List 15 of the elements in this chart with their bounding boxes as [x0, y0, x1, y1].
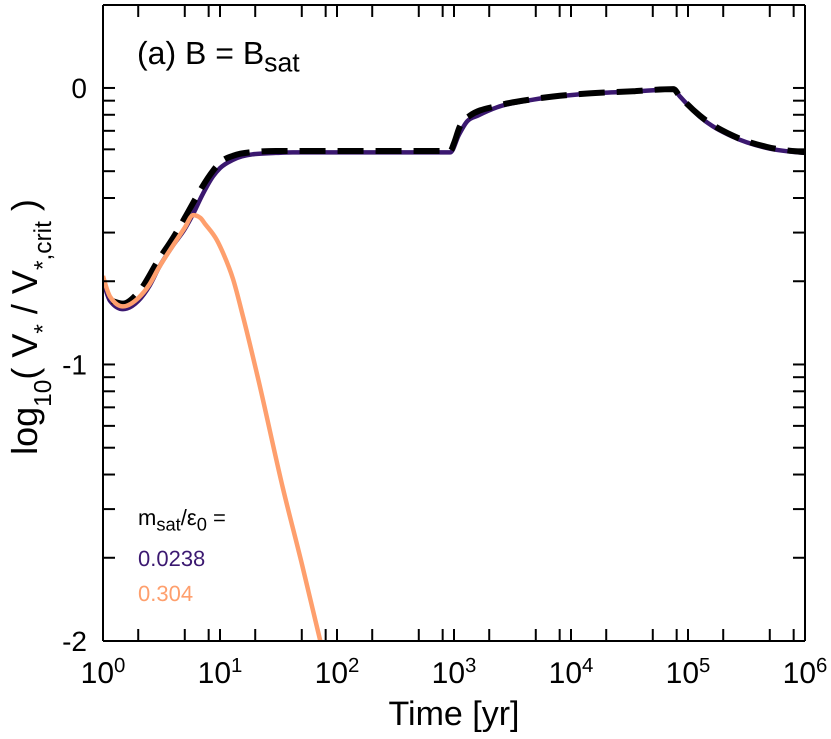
y-tick-label: 0 — [71, 72, 87, 104]
y-tick-label: -1 — [62, 348, 87, 380]
x-tick-label: 10$^{5}$ — [666, 655, 710, 690]
text: 0.304 — [138, 580, 194, 608]
legend-title: m$_{sat}$/ε$_{0}$ = — [138, 504, 226, 536]
y-tick-label: -2 — [62, 626, 87, 656]
x-axis-title: Time [yr] — [388, 695, 520, 733]
x-tick-label: 10$^{4}$ — [548, 655, 594, 690]
x-tick-label: 10$^{1}$ — [198, 655, 242, 690]
x-tick-label: 10$^{3}$ — [432, 655, 476, 690]
x-tick-label: 10$^{0}$ — [80, 655, 126, 690]
x-tick-label: 10$^{6}$ — [782, 655, 828, 690]
text: (a) B = B$_{sat}$ — [137, 35, 300, 80]
x-tick-label: 10$^{2}$ — [314, 655, 360, 690]
text: 0.0238 — [138, 545, 206, 573]
